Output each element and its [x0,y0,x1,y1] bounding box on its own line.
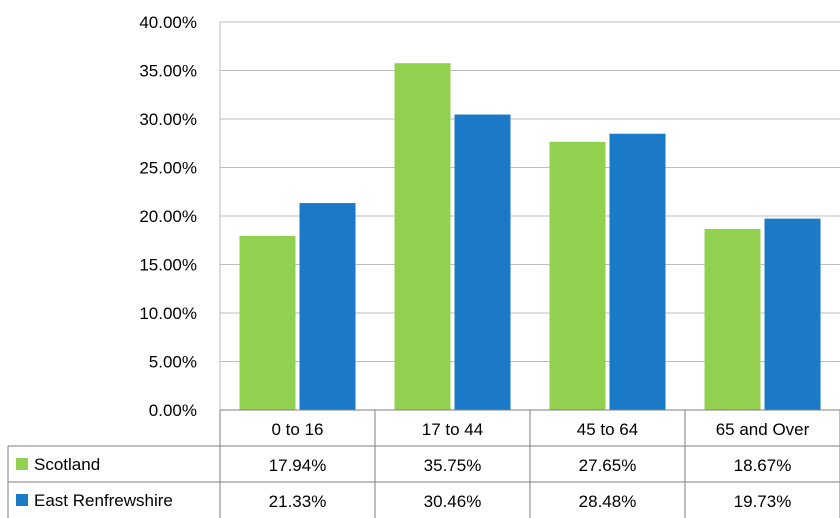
y-tick-label: 30.00% [139,110,197,129]
y-tick-label: 25.00% [139,159,197,178]
data-label: 18.67% [734,456,792,475]
bar-east-renfrewshire [454,114,511,411]
y-tick-label: 0.00% [149,401,197,420]
data-label: 28.48% [579,492,637,511]
y-tick-label: 35.00% [139,62,197,81]
y-tick-label: 10.00% [139,304,197,323]
x-tick-label: 65 and Over [716,420,810,439]
data-label: 19.73% [734,492,792,511]
x-tick-label: 17 to 44 [422,420,483,439]
data-label: 17.94% [269,456,327,475]
data-label: 21.33% [269,492,327,511]
legend-swatch [16,494,28,506]
y-tick-label: 15.00% [139,256,197,275]
bar-scotland [394,63,451,410]
data-label: 27.65% [579,456,637,475]
legend-label: Scotland [34,455,100,474]
bar-east-renfrewshire [299,203,356,410]
data-label: 35.75% [424,456,482,475]
bar-east-renfrewshire [609,133,666,410]
bar-scotland [239,235,296,410]
data-table: 0 to 16 17 to 44 45 to 64 65 and Over Scotla… [7,409,840,518]
x-tick-label: 0 to 16 [272,420,324,439]
bar-scotland [549,141,606,411]
y-axis-ticks: 0.00% 5.00% 10.00% 15.00% 20.00% 25.00% 30.00%… [139,13,197,420]
legend-label: East Renfrewshire [34,491,173,510]
x-tick-label: 45 to 64 [577,420,638,439]
bars [239,63,821,411]
data-label: 30.46% [424,492,482,511]
legend-swatch [16,458,28,470]
y-tick-label: 20.00% [139,207,197,226]
y-tick-label: 40.00% [139,13,197,32]
bar-east-renfrewshire [764,218,821,410]
bar-scotland [704,228,761,410]
y-tick-label: 5.00% [149,353,197,372]
